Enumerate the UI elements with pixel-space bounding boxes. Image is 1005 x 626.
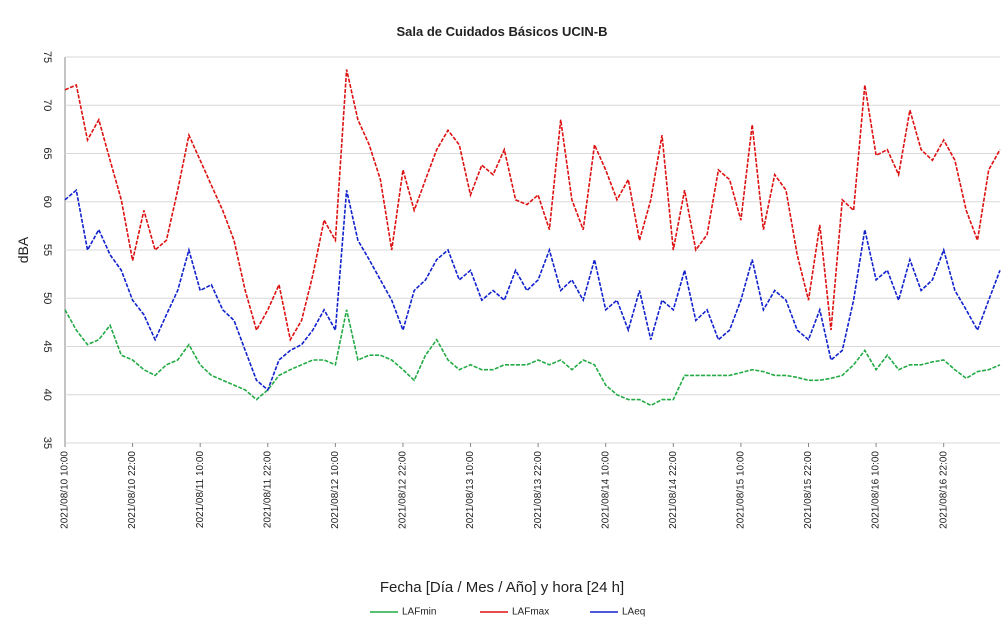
- y-tick-label: 65: [41, 147, 53, 159]
- x-tick-label: 2021/08/12 22:00: [398, 451, 409, 529]
- legend-label: LAFmin: [402, 607, 436, 618]
- x-tick-label: 2021/08/15 22:00: [803, 451, 814, 529]
- series-line: [64, 69, 1001, 342]
- legend-label: LAFmax: [512, 607, 549, 618]
- series-line: [64, 309, 1001, 407]
- x-tick-label: 2021/08/11 10:00: [195, 451, 206, 529]
- x-tick-label: 2021/08/13 10:00: [465, 451, 476, 529]
- y-tick-label: 60: [41, 196, 53, 208]
- y-tick-label: 75: [41, 51, 53, 63]
- x-tick-label: 2021/08/12 10:00: [330, 451, 341, 529]
- x-tick-label: 2021/08/14 10:00: [600, 451, 611, 529]
- series-line: [64, 188, 1001, 392]
- y-axis-label: dBA: [15, 236, 31, 263]
- y-tick-label: 35: [41, 437, 53, 449]
- y-tick-label: 70: [41, 99, 53, 111]
- x-tick-label: 2021/08/14 22:00: [668, 451, 679, 529]
- y-tick-label: 55: [41, 244, 53, 256]
- chart-title: Sala de Cuidados Básicos UCIN-B: [397, 24, 608, 39]
- x-tick-label: 2021/08/13 22:00: [533, 451, 544, 529]
- y-tick-label: 45: [41, 340, 53, 352]
- legend-label: LAeq: [622, 607, 645, 618]
- y-tick-label: 50: [41, 292, 53, 304]
- y-tick-label: 40: [41, 389, 53, 401]
- x-tick-label: 2021/08/10 10:00: [60, 451, 71, 529]
- x-axis-label: Fecha [Día / Mes / Año] y hora [24 h]: [380, 579, 624, 596]
- x-tick-label: 2021/08/10 22:00: [127, 451, 138, 529]
- x-tick-label: 2021/08/16 22:00: [938, 451, 949, 529]
- x-tick-label: 2021/08/16 10:00: [871, 451, 882, 529]
- x-tick-label: 2021/08/15 10:00: [736, 451, 747, 529]
- x-tick-label: 2021/08/11 22:00: [262, 451, 273, 529]
